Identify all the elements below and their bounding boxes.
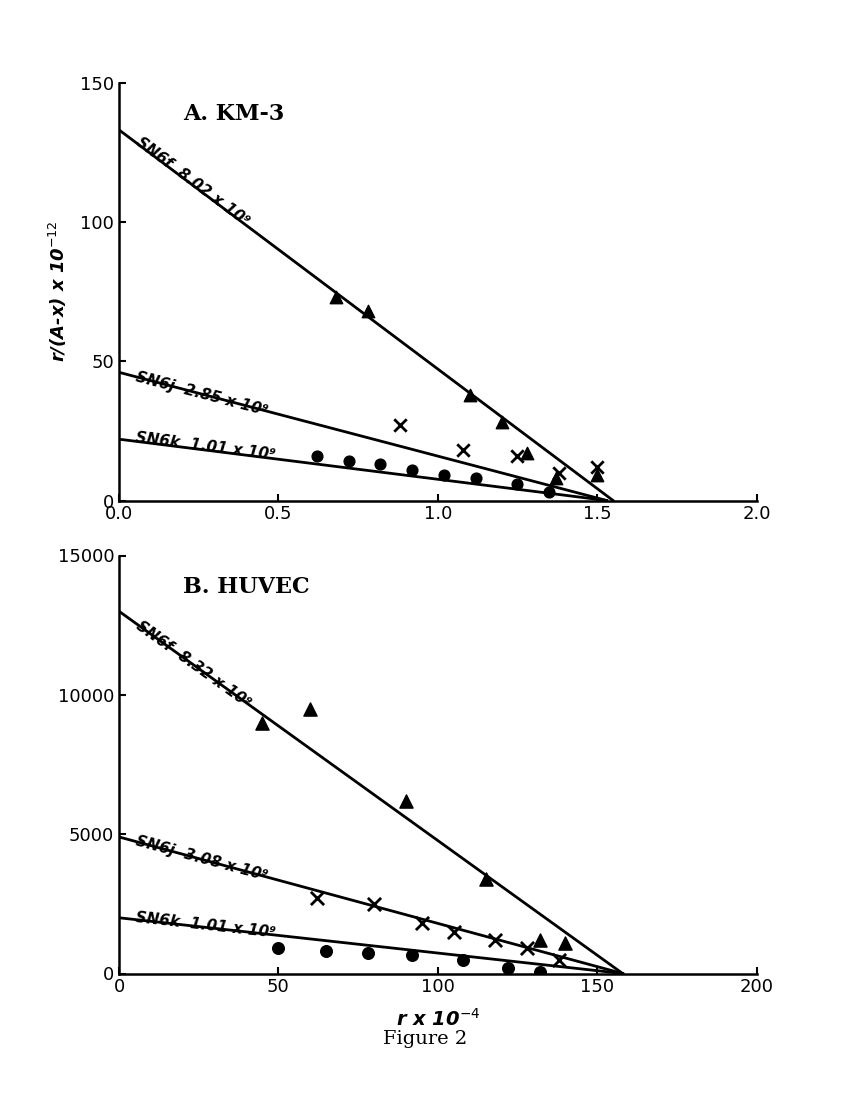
Point <box>342 453 355 471</box>
Point <box>373 455 387 473</box>
Point <box>511 447 524 464</box>
Text: SN6f  8.32 x 10⁹: SN6f 8.32 x 10⁹ <box>133 618 253 711</box>
Text: SN6f  8.02 x 10⁹: SN6f 8.02 x 10⁹ <box>133 134 252 229</box>
Point <box>405 947 419 965</box>
Point <box>552 464 566 482</box>
Point <box>393 417 406 434</box>
Point <box>415 914 428 932</box>
Point <box>533 964 547 981</box>
Point <box>558 934 572 952</box>
Y-axis label: r/(A-x) x 10$^{-12}$: r/(A-x) x 10$^{-12}$ <box>47 221 69 362</box>
Point <box>462 386 476 404</box>
Point <box>542 483 556 500</box>
Text: SN6j  3.08 x 10⁹: SN6j 3.08 x 10⁹ <box>134 834 269 883</box>
Point <box>309 447 323 464</box>
Point <box>456 950 470 968</box>
Point <box>549 470 563 487</box>
Point <box>533 932 547 949</box>
Point <box>495 414 508 431</box>
Point <box>590 466 604 484</box>
Text: A. KM-3: A. KM-3 <box>183 103 284 125</box>
Text: SN6k  1.01 x 10⁹: SN6k 1.01 x 10⁹ <box>134 430 276 462</box>
Text: Figure 2: Figure 2 <box>382 1031 468 1048</box>
Text: SN6k  1.01 x 10⁹: SN6k 1.01 x 10⁹ <box>134 910 276 940</box>
Point <box>511 475 524 493</box>
Text: B. HUVEC: B. HUVEC <box>183 576 309 598</box>
Point <box>552 950 566 968</box>
Point <box>590 459 604 476</box>
Point <box>329 288 343 306</box>
Point <box>303 700 317 717</box>
Point <box>456 441 470 459</box>
Point <box>309 890 323 908</box>
Point <box>520 939 534 957</box>
X-axis label: r x 10$^{-4}$: r x 10$^{-4}$ <box>395 1008 480 1030</box>
Point <box>488 932 502 949</box>
Point <box>469 470 483 487</box>
Point <box>271 939 285 957</box>
Point <box>501 959 514 977</box>
Text: SN6j  2.85 x 10⁹: SN6j 2.85 x 10⁹ <box>134 370 269 418</box>
Point <box>360 944 374 961</box>
Point <box>400 792 413 810</box>
Point <box>320 943 333 960</box>
Point <box>437 466 451 484</box>
Point <box>360 302 374 320</box>
Point <box>447 923 461 940</box>
Point <box>479 870 492 888</box>
Point <box>256 714 269 732</box>
Point <box>367 895 381 913</box>
Point <box>520 444 534 462</box>
Point <box>405 461 419 478</box>
